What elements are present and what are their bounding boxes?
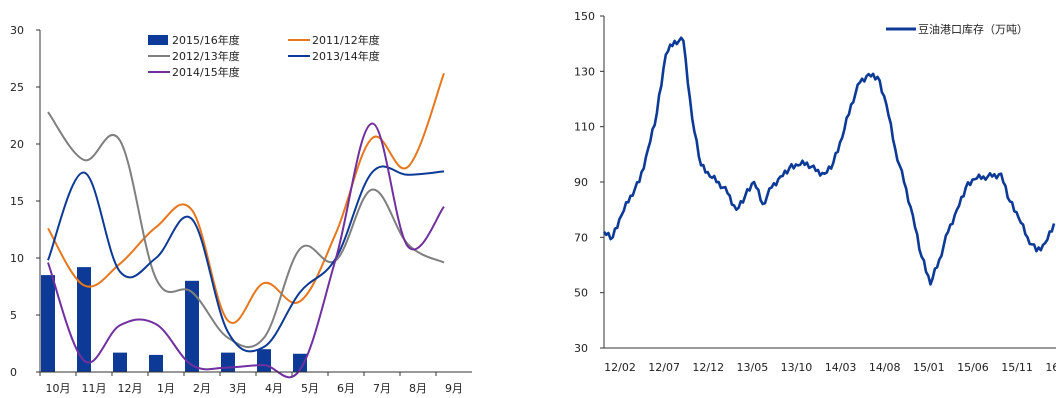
bar — [77, 267, 91, 372]
x-tick-label: 14/08 — [869, 361, 901, 374]
legend-label: 豆油港口库存（万吨） — [918, 22, 1028, 36]
y-tick-label: 30 — [574, 342, 588, 355]
y-tick-label: 15 — [10, 195, 24, 208]
legend-label: 2015/16年度 — [172, 33, 240, 47]
bar — [41, 275, 55, 372]
legend-label: 2013/14年度 — [312, 49, 380, 63]
x-tick-label: 16/04 — [1045, 361, 1056, 374]
x-tick-label: 2月 — [193, 382, 211, 395]
y-tick-label: 130 — [574, 65, 595, 78]
bar — [149, 354, 163, 372]
legend-label: 2014/15年度 — [172, 65, 240, 79]
y-tick-labels: 30 50 70 90 110 130 150 — [574, 10, 604, 355]
x-tick-label: 5月 — [301, 382, 319, 395]
bar — [257, 349, 271, 372]
line-series — [47, 122, 445, 379]
y-tick-label: 110 — [574, 121, 595, 134]
bar — [293, 353, 307, 372]
legend: 2015/16年度 2011/12年度 2012/13年度 2013/14年度 2014… — [148, 33, 380, 79]
bar — [185, 280, 199, 372]
line-series-inventory — [602, 36, 1056, 286]
x-tick-label: 14/03 — [825, 361, 857, 374]
y-tick-label: 5 — [10, 309, 17, 322]
line-series — [47, 72, 445, 324]
legend-label: 2012/13年度 — [172, 49, 240, 63]
y-tick-labels: 0 5 10 15 20 25 30 — [10, 24, 40, 379]
bar-series-2015-16 — [41, 267, 307, 372]
y-tick-label: 0 — [10, 366, 17, 379]
line-series-group — [47, 72, 445, 379]
x-tick-label: 6月 — [337, 382, 355, 395]
x-tick-label: 12/12 — [692, 361, 724, 374]
y-tick-label: 150 — [574, 10, 595, 23]
bar — [221, 352, 235, 372]
y-tick-label: 50 — [574, 287, 588, 300]
line-series — [47, 165, 445, 353]
x-tick-label: 10月 — [46, 382, 71, 395]
x-tick-label: 12/07 — [648, 361, 680, 374]
x-tick-label: 12/02 — [604, 361, 636, 374]
chart-soybean-oil-port-inventory: 30 50 70 90 110 130 150 12/02 12/07 12/12 13/05 13… — [574, 10, 1056, 374]
x-tick-label: 13/10 — [781, 361, 813, 374]
x-tick-label: 1月 — [157, 382, 175, 395]
x-tick-label: 4月 — [265, 382, 283, 395]
x-tick-label: 15/11 — [1001, 361, 1033, 374]
y-tick-label: 20 — [10, 138, 24, 151]
y-tick-label: 10 — [10, 252, 24, 265]
x-tick-label: 15/01 — [913, 361, 945, 374]
x-tick-labels: 12/02 12/07 12/12 13/05 13/10 14/03 14/08 15/01… — [604, 361, 1056, 374]
x-tick-label: 3月 — [229, 382, 247, 395]
x-tick-labels: 10月 11月 12月 1月 2月 3月 4月 5月 6月 7月 8月 9月 — [39, 372, 463, 395]
x-tick-label: 9月 — [445, 382, 463, 395]
y-tick-label: 90 — [574, 176, 588, 189]
x-tick-label: 15/06 — [957, 361, 989, 374]
x-tick-label: 11月 — [82, 382, 107, 395]
bar — [113, 352, 127, 372]
x-tick-label: 7月 — [373, 382, 391, 395]
chart-monthly-seasons: 0 5 10 15 20 25 30 10月 11月 12月 1月 2月 3月 4月 5月 6月 7月 8月 9月… — [10, 24, 472, 395]
y-tick-label: 70 — [574, 231, 588, 244]
legend-swatch — [148, 35, 168, 45]
x-tick-label: 12月 — [118, 382, 143, 395]
y-tick-label: 30 — [10, 24, 24, 37]
legend: 豆油港口库存（万吨） — [886, 22, 1028, 36]
x-tick-label: 8月 — [409, 382, 427, 395]
y-tick-label: 25 — [10, 81, 24, 94]
x-tick-label: 13/05 — [737, 361, 769, 374]
legend-label: 2011/12年度 — [312, 33, 380, 47]
line-series — [47, 111, 445, 348]
